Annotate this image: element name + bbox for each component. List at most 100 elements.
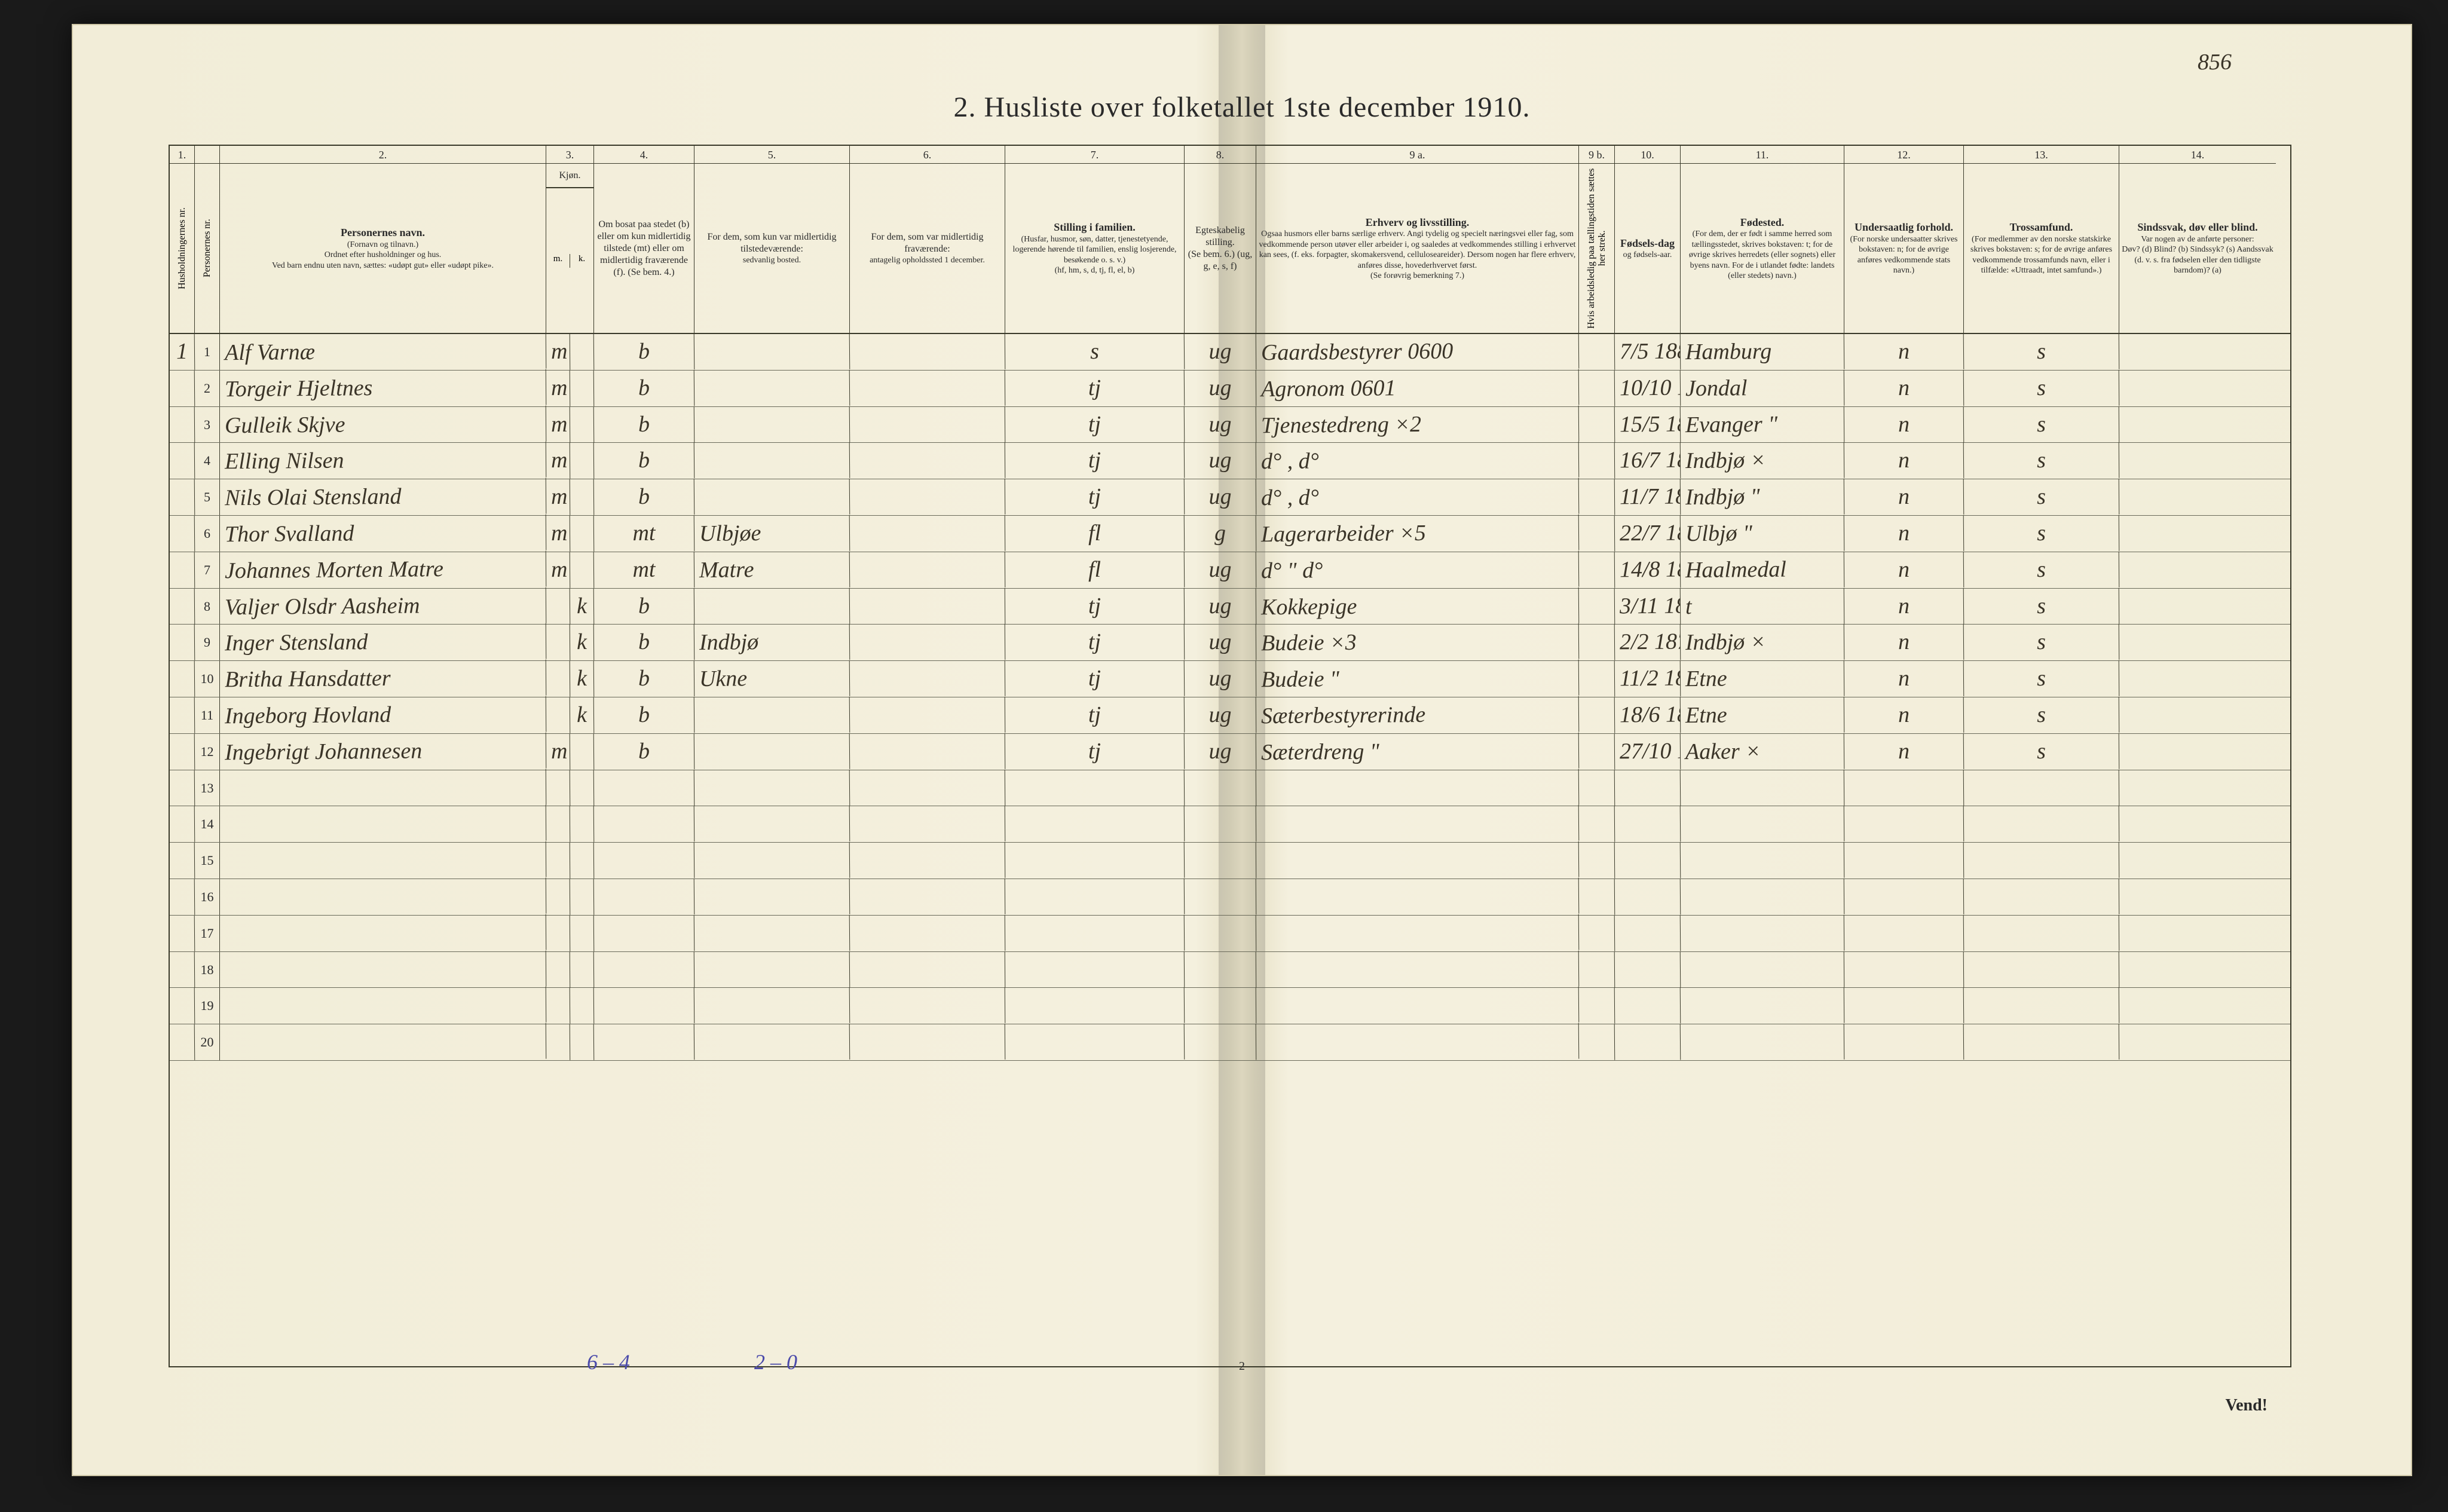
cell — [1579, 734, 1615, 770]
cell: d° , d° — [1256, 478, 1580, 517]
cell — [220, 987, 547, 1026]
cell: Indbjø × — [1681, 442, 1845, 479]
table-row: 7Johannes Morten MatremmtMatreflugd° " d… — [170, 552, 2290, 589]
cell — [170, 697, 195, 733]
cell — [170, 479, 195, 515]
cell — [570, 479, 595, 515]
table-row: 4Elling Nilsenmbtjugd° , d°16/7 1875Indb… — [170, 443, 2290, 479]
cell — [570, 1024, 595, 1060]
cell: n — [1844, 333, 1964, 371]
cell — [850, 515, 1006, 552]
footer-blue-note-b: 2 – 0 — [754, 1349, 797, 1375]
cell — [850, 333, 1006, 371]
cell: 7 — [195, 552, 220, 588]
cell: Elling Nilsen — [220, 442, 547, 480]
cell: Ingeborg Hovland — [220, 696, 547, 735]
cell: Hamburg — [1681, 333, 1845, 371]
cell: 4 — [195, 443, 220, 479]
cell — [546, 1024, 571, 1060]
cell: 11/2 1889 — [1615, 661, 1681, 697]
cell: Matre — [694, 552, 850, 589]
cell — [2119, 987, 2276, 1024]
cell: Ukne — [694, 660, 850, 697]
cell — [1579, 879, 1615, 915]
cell: 18 — [195, 952, 220, 988]
cell: Torgeir Hjeltnes — [220, 369, 547, 408]
cell — [570, 951, 595, 987]
cell: ug — [1185, 661, 1257, 697]
cell — [1964, 842, 2120, 879]
cell — [546, 988, 571, 1024]
cell — [850, 915, 1006, 952]
cell — [1579, 588, 1615, 624]
cell: m — [546, 371, 571, 406]
cell — [1615, 1024, 1681, 1061]
cell: 15/5 1883 — [1615, 406, 1681, 443]
cell — [220, 841, 547, 880]
cell — [1615, 915, 1681, 951]
cell: fl — [1005, 515, 1185, 552]
cell — [570, 734, 595, 770]
cell — [850, 951, 1006, 988]
cell — [1579, 843, 1615, 879]
cell — [1964, 951, 2120, 988]
cell: Agronom 0601 — [1256, 369, 1580, 408]
cell: n — [1844, 552, 1964, 589]
cell: mt — [594, 515, 695, 552]
cell: k — [570, 661, 595, 697]
cell — [1615, 770, 1681, 806]
cell: tj — [1005, 697, 1185, 734]
cell: Budeie ×3 — [1256, 623, 1580, 662]
table-row: 3Gulleik SkjvembtjugTjenestedreng ×215/5… — [170, 407, 2290, 443]
cell: tj — [1005, 442, 1185, 479]
cell: b — [594, 443, 695, 479]
cell — [1185, 951, 1257, 988]
cell: Gulleik Skjve — [220, 405, 547, 444]
table-body: 11Alf VarnæmbsugGaardsbestyrer 06007/5 1… — [170, 334, 2290, 1061]
cell: s — [1964, 733, 2120, 770]
cell — [546, 916, 571, 951]
cell — [570, 770, 595, 806]
table-row: 9Inger StenslandkbIndbjøtjugBudeie ×32/2… — [170, 625, 2290, 661]
cell — [1005, 842, 1185, 879]
cell — [1579, 516, 1615, 552]
cell: m — [546, 516, 571, 552]
cell — [170, 734, 195, 770]
cell — [2119, 951, 2276, 988]
table-row: 11Ingeborg HovlandkbtjugSæterbestyrerind… — [170, 697, 2290, 734]
cell — [546, 806, 571, 842]
cell: m — [546, 406, 571, 442]
cell — [1579, 552, 1615, 588]
cell — [220, 914, 547, 953]
cell — [170, 661, 195, 697]
col-10-birthdate: 10. Fødsels-dag og fødsels-aar. — [1615, 146, 1681, 333]
cell — [570, 988, 595, 1024]
footer-blue-note-a: 6 – 4 — [587, 1349, 630, 1375]
cell — [694, 951, 850, 988]
cell — [570, 443, 595, 479]
cell — [1256, 769, 1580, 807]
cell: 5 — [195, 479, 220, 515]
table-row: 18 — [170, 952, 2290, 988]
cell: Inger Stensland — [220, 623, 547, 662]
cell: Nils Olai Stensland — [220, 478, 547, 517]
cell — [2119, 915, 2276, 952]
cell — [1844, 951, 1964, 988]
cell — [2119, 879, 2276, 916]
cell: Tjenestedreng ×2 — [1256, 405, 1580, 444]
cell: d° " d° — [1256, 550, 1580, 589]
cell — [2119, 842, 2276, 879]
col-4-residence: 4. Om bosat paa stedet (b) eller om kun … — [594, 146, 694, 333]
col-person-nr: Personernes nr. — [195, 146, 220, 333]
cell — [546, 951, 571, 987]
cell: t — [1681, 587, 1845, 625]
cell — [2119, 769, 2276, 806]
cell — [594, 806, 695, 843]
table-header: 1. Husholdningernes nr. Personernes nr. … — [170, 146, 2290, 334]
cell: Etne — [1681, 697, 1845, 734]
col-2-name: 2. Personernes navn. (Fornavn og tilnavn… — [220, 146, 546, 333]
cell: 2/2 1873 — [1615, 625, 1681, 661]
cell: b — [594, 733, 695, 770]
cell — [1256, 987, 1580, 1026]
cell: ug — [1185, 406, 1257, 443]
